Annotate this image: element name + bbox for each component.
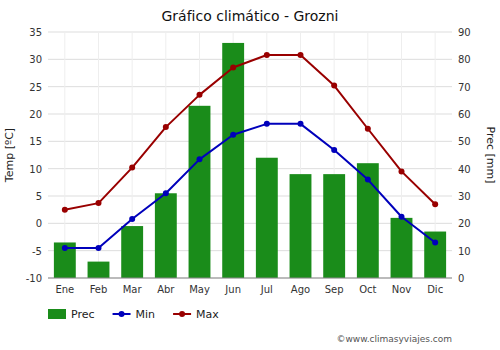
x-tick-label: Jul	[260, 284, 273, 295]
y2-tick-label: 90	[458, 27, 471, 38]
x-tick-label: Abr	[157, 284, 175, 295]
grid-line	[48, 32, 452, 33]
y2-tick-label: 80	[458, 54, 471, 65]
y2-tick-label: 30	[458, 191, 471, 202]
grid-line	[48, 168, 452, 169]
bar	[323, 174, 345, 278]
marker	[62, 245, 68, 251]
y-axis-label: Temp [ºC]	[3, 128, 16, 183]
y-tick-label: 15	[29, 136, 42, 147]
x-tick-label: Sep	[325, 284, 344, 295]
bar	[256, 158, 278, 278]
bar	[121, 226, 143, 278]
grid-line	[98, 32, 99, 278]
chart: -10 -5 0 5 10 15 20 25 30 35 0 10 20 30 40 50 60 70 80 90 En…	[0, 0, 500, 350]
marker	[298, 52, 304, 58]
marker	[197, 92, 203, 98]
marker	[432, 201, 438, 207]
marker	[399, 168, 405, 174]
bar	[290, 174, 312, 278]
grid-line	[48, 59, 452, 60]
y-tick-label: 25	[29, 82, 42, 93]
bar	[88, 262, 110, 278]
y-tick-label: 10	[29, 164, 42, 175]
legend-label: Min	[136, 308, 156, 321]
grid-line	[48, 278, 452, 279]
bar	[357, 163, 379, 278]
marker	[163, 190, 169, 196]
watermark: ©www.climasyviajes.com	[336, 334, 452, 344]
y2-axis-label: Prec [mm]	[484, 126, 497, 183]
y-tick-label: 35	[29, 27, 42, 38]
marker	[432, 239, 438, 245]
legend-label: Max	[196, 308, 219, 321]
x-tick-label: Ene	[55, 284, 74, 295]
y-tick-label: 20	[29, 109, 42, 120]
bar	[189, 106, 211, 278]
marker	[399, 214, 405, 220]
legend-swatch	[179, 311, 185, 317]
y2-tick-label: 70	[458, 82, 471, 93]
legend: Prec Min Max	[48, 308, 219, 321]
marker	[96, 200, 102, 206]
bar	[391, 218, 413, 278]
x-tick-label: Nov	[392, 284, 412, 295]
grid-line	[48, 141, 452, 142]
bar	[222, 43, 244, 278]
y2-tick-label: 40	[458, 164, 471, 175]
grid	[48, 32, 452, 278]
x-tick-label: Dic	[427, 284, 443, 295]
bar	[155, 193, 177, 278]
line	[65, 55, 435, 210]
title: Gráfico climático - Grozni	[162, 8, 339, 24]
marker	[264, 52, 270, 58]
x-tick-label: Jun	[224, 284, 241, 295]
marker	[197, 156, 203, 162]
y-tick-label: 5	[36, 191, 42, 202]
y-tick-label: 30	[29, 54, 42, 65]
grid-line	[48, 86, 452, 87]
y2-tick-label: 20	[458, 218, 471, 229]
y-tick-label: 0	[36, 218, 42, 229]
legend-swatch	[48, 309, 66, 319]
marker	[96, 245, 102, 251]
y-tick-label: -10	[26, 273, 42, 284]
marker	[230, 65, 236, 71]
marker	[62, 207, 68, 213]
marker	[163, 124, 169, 130]
marker	[129, 165, 135, 171]
marker	[331, 83, 337, 89]
y2-tick-label: 0	[458, 273, 464, 284]
x-tick-label: Ago	[291, 284, 310, 295]
x-tick-label: May	[189, 284, 210, 295]
marker	[129, 216, 135, 222]
plot-area	[54, 43, 446, 278]
marker	[298, 121, 304, 127]
marker	[331, 147, 337, 153]
y2-tick-label: 50	[458, 136, 471, 147]
bar	[424, 232, 446, 278]
background	[0, 0, 500, 350]
y2-tick-label: 60	[458, 109, 471, 120]
x-tick-label: Oct	[359, 284, 376, 295]
legend-label: Prec	[71, 308, 95, 321]
y-tick-label: -5	[32, 246, 42, 257]
grid-line	[48, 114, 452, 115]
legend-swatch	[119, 311, 125, 317]
grid-line	[48, 196, 452, 197]
marker	[264, 121, 270, 127]
grid-line	[64, 32, 65, 278]
marker	[230, 132, 236, 138]
marker	[365, 177, 371, 183]
y2-tick-label: 10	[458, 246, 471, 257]
x-axis-line	[48, 278, 452, 279]
marker	[365, 126, 371, 132]
x-tick-label: Feb	[90, 284, 108, 295]
x-tick-label: Mar	[123, 284, 143, 295]
axes: -10 -5 0 5 10 15 20 25 30 35 0 10 20 30 40 50 60 70 80 90 En…	[26, 27, 471, 295]
